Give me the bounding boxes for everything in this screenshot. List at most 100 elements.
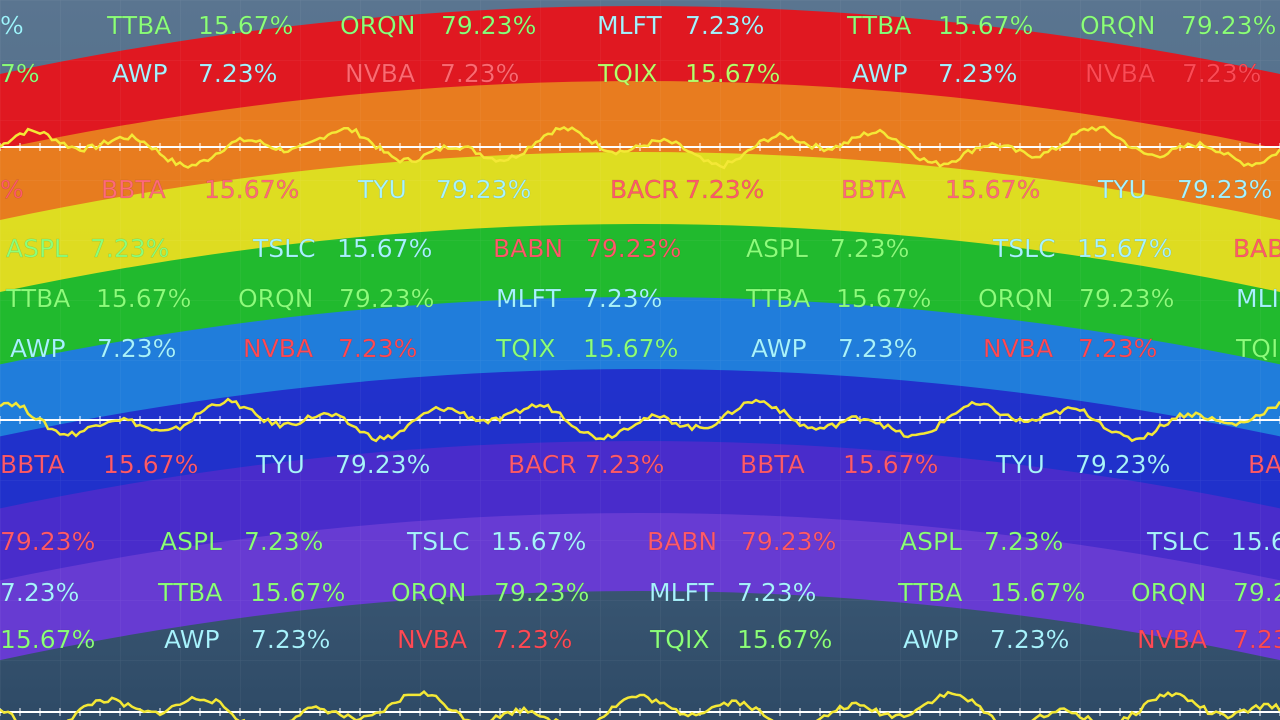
ticker-change: 7.23% [583, 284, 662, 313]
ticker-row: 79.23% ASPL 7.23% TSLC 15.67% BABN 79.23% ASPL 7… [0, 527, 1280, 557]
ticker-change: 15.67% [737, 625, 832, 654]
ticker-symbol: ASPL [160, 527, 222, 556]
ticker-symbol: ORQN [238, 284, 313, 313]
ticker-change: 15.67% [250, 578, 345, 607]
ticker-symbol: AWP [751, 334, 807, 363]
ticker-row: 15.67% AWP 7.23% NVBA 7.23% TQIX 15.67% AWP 7.23… [0, 625, 1280, 655]
ticker-symbol: NVBA [345, 59, 415, 88]
ticker-symbol: TTBA [846, 11, 911, 40]
axes [0, 125, 1280, 720]
ticker-symbol: AWP [164, 625, 220, 654]
ticker-row: 7.23% TTBA 15.67% ORQN 79.23% MLFT 7.23% TTBA 15… [0, 578, 1280, 608]
ticker-change: 7.23% [737, 578, 816, 607]
ticker-symbol: BACR [508, 450, 577, 479]
ticker-symbol: TTBA [157, 578, 222, 607]
ticker-rows: % TTBA 15.67% ORQN 79.23% MLFT 7.23% TTBA 15.67%… [0, 11, 1280, 655]
ticker-change: 7.23% [90, 234, 169, 263]
ticker-row: TTBA 15.67% ORQN 79.23% MLFT 7.23% TTBA 15.67% O… [5, 284, 1279, 314]
ticker-change: 15.67% [337, 234, 432, 263]
ticker-change: % [0, 175, 24, 204]
trend-line [0, 397, 1280, 443]
ticker-change: 15.67% [103, 450, 198, 479]
ticker-change: 7.23% [440, 59, 519, 88]
ticker-change: 15.67% [96, 284, 191, 313]
ticker-symbol: ORQN [1131, 578, 1206, 607]
ticker-symbol: BBTA [101, 175, 166, 204]
ticker-row: AWP 7.23% NVBA 7.23% TQIX 15.67% AWP 7.23% NVBA 7… [10, 334, 1279, 364]
ticker-change: 79.23% [1181, 11, 1276, 40]
ticker-change: 79.2 [1233, 578, 1280, 607]
ticker-change: 7.23% [938, 59, 1017, 88]
ticker-symbol: TSLC [406, 527, 470, 556]
ticker-symbol: TYU [1097, 175, 1147, 204]
ticker-change: 79.23% [0, 527, 95, 556]
ticker-change: 79.23% [1177, 175, 1272, 204]
ticker-symbol: TTBA [897, 578, 962, 607]
ticker-change: 7.23% [990, 625, 1069, 654]
ticker-change: 7.23% [198, 59, 277, 88]
ticker-change: 15.67% [0, 625, 95, 654]
ticker-symbol: TQI [1235, 334, 1278, 363]
trend-line [0, 125, 1280, 170]
ticker-symbol: AWP [903, 625, 959, 654]
ticker-symbol: AWP [852, 59, 908, 88]
ticker-change: 7.23% [685, 11, 764, 40]
ticker-symbol: NVBA [1085, 59, 1155, 88]
ticker-symbol: ASPL [746, 234, 808, 263]
ticker-symbol: TSLC [252, 234, 316, 263]
ticker-symbol: TQIX [495, 334, 555, 363]
ticker-change: 7.23% [830, 234, 909, 263]
ticker-change: 7.23% [338, 334, 417, 363]
ticker-change: 7.23% [685, 175, 764, 204]
ticker-symbol: NVBA [983, 334, 1053, 363]
ticker-symbol: TTBA [5, 284, 70, 313]
ticker-change: 79.23% [1075, 450, 1170, 479]
ticker-symbol: MLFT [597, 11, 662, 40]
ticker-change: 15.67% [990, 578, 1085, 607]
ticker-symbol: NVBA [243, 334, 313, 363]
ticker-change: 15.67% [204, 175, 299, 204]
ticker-change: 7.23% [493, 625, 572, 654]
ticker-change: 15.67% [938, 11, 1033, 40]
ticker-symbol: MLI [1236, 284, 1279, 313]
ticker-symbol: ASPL [900, 527, 962, 556]
ticker-change: 15.6 [1231, 527, 1280, 556]
ticker-change: 7.23% [1182, 59, 1261, 88]
ticker-symbol: ORQN [1080, 11, 1155, 40]
ticker-change: 15.67% [843, 450, 938, 479]
ticker-change: 15.67% [198, 11, 293, 40]
ticker-change: 7.23% [1078, 334, 1157, 363]
ticker-symbol: ORQN [391, 578, 466, 607]
ticker-symbol: ORQN [340, 11, 415, 40]
ticker-symbol: TQIX [649, 625, 709, 654]
ticker-row: ASPL 7.23% TSLC 15.67% BABN 79.23% ASPL 7.23% TS… [6, 234, 1280, 264]
ticker-change: 79.23% [586, 234, 681, 263]
ticker-change: 79.23% [436, 175, 531, 204]
ticker-change: 7.23% [838, 334, 917, 363]
ticker-symbol: TSLC [992, 234, 1056, 263]
ticker-row: % BBTA 15.67% TYU 79.23% BACR 7.23% BBTA 15.67% T… [0, 175, 1273, 205]
ticker-change: 7.23% [585, 450, 664, 479]
ticker-change: % [0, 11, 24, 40]
ticker-change: 7.23% [251, 625, 330, 654]
ticker-symbol: ORQN [978, 284, 1053, 313]
ticker-symbol: BA [1248, 450, 1280, 479]
ticker-symbol: TTBA [106, 11, 171, 40]
ticker-change: 15.67% [1077, 234, 1172, 263]
ticker-change: 79.23% [741, 527, 836, 556]
ticker-symbol: BABN [647, 527, 717, 556]
ticker-symbol: NVBA [397, 625, 467, 654]
ticker-symbol: TQIX [597, 59, 657, 88]
ticker-symbol: BBTA [740, 450, 805, 479]
ticker-change: 79.23% [339, 284, 434, 313]
ticker-symbol: AWP [10, 334, 66, 363]
ticker-change: 7.23% [97, 334, 176, 363]
ticker-symbol: MLFT [496, 284, 561, 313]
ticker-change: 15.67% [583, 334, 678, 363]
ticker-change: 15.67% [945, 175, 1040, 204]
ticker-symbol: TYU [357, 175, 407, 204]
ticker-row: BBTA 15.67% TYU 79.23% BACR 7.23% BBTA 15.67% TY… [0, 450, 1280, 480]
ticker-symbol: BAB [1233, 234, 1280, 263]
